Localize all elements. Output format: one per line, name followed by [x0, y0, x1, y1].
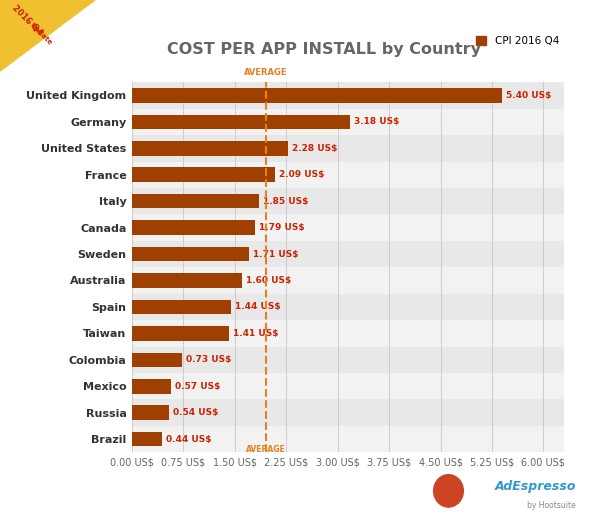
Bar	[132, 214, 564, 241]
Bar	[132, 373, 564, 399]
Text: AdEspresso: AdEspresso	[494, 481, 576, 493]
Bar	[132, 168, 275, 182]
Bar	[132, 115, 350, 129]
Bar	[132, 188, 564, 214]
Text: AVERAGE: AVERAGE	[246, 446, 286, 454]
Bar	[132, 293, 564, 320]
Bar	[132, 267, 564, 293]
Text: 5.40 US$: 5.40 US$	[506, 91, 552, 100]
Bar	[132, 82, 564, 108]
Bar	[132, 221, 255, 235]
Bar	[132, 194, 259, 209]
Bar	[132, 273, 242, 288]
Bar	[132, 241, 564, 267]
Bar	[132, 300, 231, 314]
Bar	[132, 135, 564, 161]
Text: 0.54 US$: 0.54 US$	[173, 408, 218, 417]
Text: 0.44 US$: 0.44 US$	[166, 435, 212, 444]
Bar	[132, 88, 502, 103]
Text: 2.09 US$: 2.09 US$	[280, 170, 325, 179]
Circle shape	[434, 475, 463, 507]
Polygon shape	[0, 0, 96, 72]
Text: 1.79 US$: 1.79 US$	[259, 223, 304, 232]
Text: 2.28 US$: 2.28 US$	[292, 144, 338, 153]
Text: COST PER APP INSTALL by Country: COST PER APP INSTALL by Country	[167, 42, 481, 57]
Text: Update: Update	[28, 22, 53, 47]
Text: 3.18 US$: 3.18 US$	[354, 117, 400, 126]
Bar	[132, 161, 564, 188]
Bar	[132, 141, 289, 156]
Text: AVERAGE: AVERAGE	[244, 68, 287, 77]
Bar	[132, 432, 162, 446]
Text: 0.73 US$: 0.73 US$	[186, 355, 232, 364]
Legend: CPI 2016 Q4: CPI 2016 Q4	[472, 32, 563, 50]
Text: 1.60 US$: 1.60 US$	[246, 276, 291, 285]
Text: 0.57 US$: 0.57 US$	[175, 382, 221, 391]
Bar	[132, 426, 564, 452]
Text: 1.71 US$: 1.71 US$	[253, 250, 299, 259]
Bar	[132, 247, 249, 261]
Text: 1.44 US$: 1.44 US$	[235, 302, 280, 311]
Text: by Hootsuite: by Hootsuite	[527, 501, 576, 510]
Text: 2016 Q4: 2016 Q4	[10, 3, 44, 37]
Text: 1.85 US$: 1.85 US$	[263, 197, 308, 206]
Bar	[132, 320, 564, 346]
Bar	[132, 108, 564, 135]
Bar	[132, 406, 169, 420]
Bar	[132, 353, 182, 367]
Bar	[132, 326, 229, 341]
Bar	[132, 399, 564, 426]
Text: 1.41 US$: 1.41 US$	[233, 329, 278, 338]
Bar	[132, 346, 564, 373]
Bar	[132, 379, 171, 394]
